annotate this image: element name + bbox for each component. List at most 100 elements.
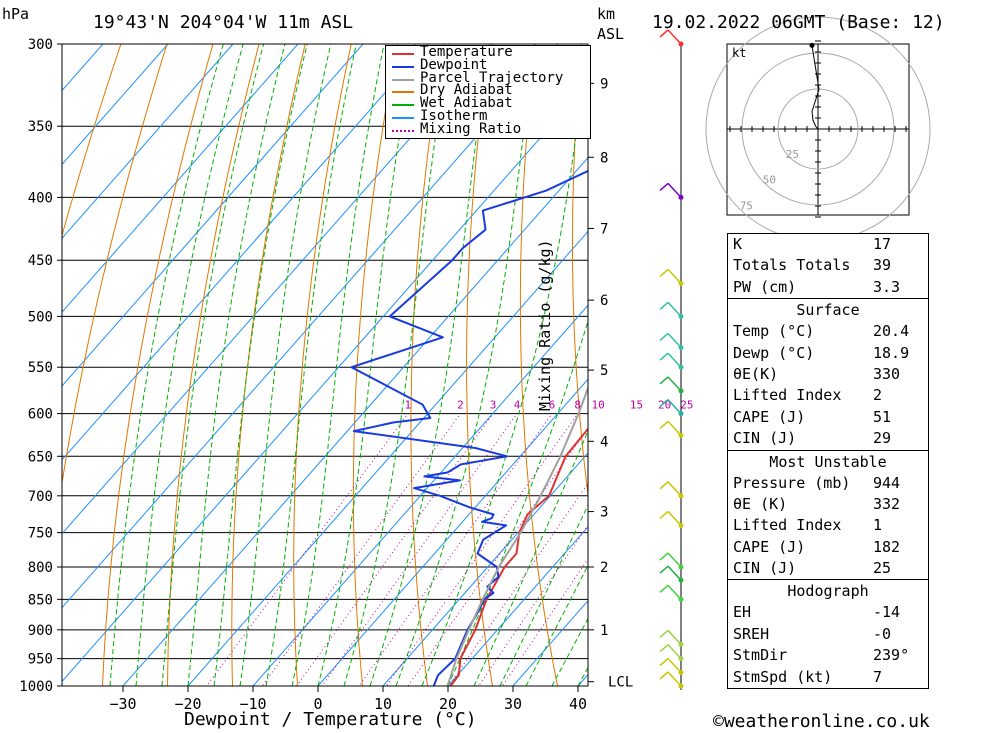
surface-index-value: 20.4 [873, 322, 910, 341]
pressure-tick-label: 700 [28, 489, 53, 505]
surface-index-row: CIN (J) 29 [728, 428, 928, 449]
hodo-index-value: -0 [873, 624, 892, 643]
wet-adiabat-line [447, 319, 588, 686]
wet-adiabat-line [161, 44, 265, 686]
wind-barb-flag [659, 420, 669, 429]
km-tick-label: 9 [600, 76, 608, 92]
mixing-ratio-axis-title: Mixing Ratio (g/kg) [536, 239, 555, 411]
wind-barb-staff [667, 657, 682, 674]
wind-barb-staff [667, 644, 682, 660]
mixing-ratio-line [407, 427, 588, 686]
mixing-ratio-label: 20 [658, 399, 671, 412]
wind-barb-flag [659, 629, 669, 638]
mu-index-label: CIN (J) [733, 559, 797, 578]
hodograph-ring-label: 75 [740, 200, 753, 213]
pressure-tick-label: 400 [28, 190, 53, 206]
hodo-index-row: StmSpd (kt) 7 [728, 667, 928, 688]
copyright[interactable]: ©weatheronline.co.uk [713, 711, 930, 732]
surface-index-label: CIN (J) [733, 429, 797, 448]
mu-index-label: CAPE (J) [733, 537, 806, 556]
wet-adiabat-line [421, 44, 588, 686]
wind-barb [659, 510, 684, 528]
wind-barb [659, 352, 684, 370]
mixing-ratio-line [448, 482, 588, 686]
index-label: Totals Totals [733, 256, 851, 275]
hodograph-trace [811, 45, 820, 130]
legend-swatch [392, 104, 414, 107]
hodo-index-row: EH -14 [728, 602, 928, 623]
wind-barb-staff [667, 584, 682, 600]
km-tick-label: 5 [600, 363, 608, 379]
wind-barb-staff [667, 552, 682, 568]
isotherm-line [122, 156, 588, 686]
hodograph-heading: Hodograph [787, 582, 869, 601]
surface-index-row: Lifted Index 2 [728, 385, 928, 406]
dry-adiabat-line [466, 44, 493, 686]
index-value: 39 [873, 256, 892, 275]
legend-label: Isotherm [420, 108, 488, 124]
pressure-tick-label: 850 [28, 592, 53, 608]
mu-index-row: Lifted Index 1 [728, 515, 928, 536]
lcl-label: LCL [608, 675, 633, 691]
surface-heading: Surface [796, 301, 860, 320]
isotherm-line [62, 82, 588, 683]
wind-barb-staff [667, 268, 682, 284]
wind-barb-flag [659, 301, 669, 310]
wind-barb-staff [667, 671, 682, 687]
pressure-tick-label: 750 [28, 526, 53, 542]
index-row: PW (cm) 3.3 [728, 277, 928, 298]
dry-adiabat-line [167, 44, 260, 686]
km-tick-label: 6 [600, 293, 608, 309]
wind-barb [659, 399, 684, 417]
wind-barb-flag [659, 29, 669, 38]
wet-adiabat-line [135, 44, 244, 686]
surface-index-value: 330 [873, 364, 901, 383]
wet-adiabat-line [109, 44, 224, 686]
dry-adiabat-line [519, 44, 558, 686]
km-tick-label: 7 [600, 221, 608, 237]
hodo-index-value: 239° [873, 646, 910, 665]
wind-barb [659, 629, 684, 647]
dry-adiabat-line [62, 44, 122, 238]
pressure-tick-label: 800 [28, 560, 53, 576]
legend: Temperature Dewpoint Parcel Trajectory Dry … [385, 44, 591, 139]
legend-label: Dry Adiabat [420, 82, 513, 99]
wet-adiabat-line [343, 44, 451, 686]
mixing-ratio-line [478, 524, 588, 686]
mu-index-value: 332 [873, 494, 901, 513]
dry-adiabat-line [62, 44, 168, 486]
wind-barb-staff [667, 301, 682, 317]
surface-index-label: θE(K) [733, 364, 779, 383]
surface-index-row: Dewp (°C) 18.9 [728, 343, 928, 364]
wind-barb-staff [667, 510, 682, 526]
wet-adiabat-line [395, 44, 536, 686]
wind-barb-staff [667, 399, 682, 415]
wind-barb [659, 29, 684, 47]
mu-index-label: Lifted Index [733, 516, 842, 535]
isotherm-line [382, 452, 588, 686]
hodo-index-value: -14 [873, 603, 901, 622]
wet-adiabat-line [525, 564, 588, 686]
indices-panel: K 17 Totals Totals 39 PW (cm) 3.3 Surface Tem… [727, 233, 929, 690]
mixing-ratio-label: 6 [549, 399, 556, 412]
dry-adiabat-line [996, 44, 1000, 686]
wind-barb-staff [667, 481, 682, 497]
dry-adiabat-line [623, 44, 688, 686]
isotherm-line [252, 304, 588, 686]
dry-adiabat-line [102, 44, 214, 686]
pressure-tick-label: 550 [28, 360, 53, 376]
pressure-tick-label: 650 [28, 449, 53, 465]
mixing-ratio-label: 8 [574, 399, 581, 412]
location-title: 19°43'N 204°04'W 11m ASL [93, 12, 354, 33]
temperature-tick-label: 0 [313, 695, 322, 713]
legend-label: Dewpoint [420, 56, 488, 73]
dry-adiabat-line [950, 44, 1000, 686]
wet-adiabat-line [265, 44, 357, 686]
surface-index-value: 51 [873, 407, 892, 426]
wind-barb-flag [659, 376, 669, 385]
hodograph-ring [741, 52, 895, 206]
most-unstable-heading: Most Unstable [769, 452, 887, 471]
mixing-ratio-label: 1 [405, 399, 412, 412]
wet-adiabat-line [291, 44, 385, 686]
